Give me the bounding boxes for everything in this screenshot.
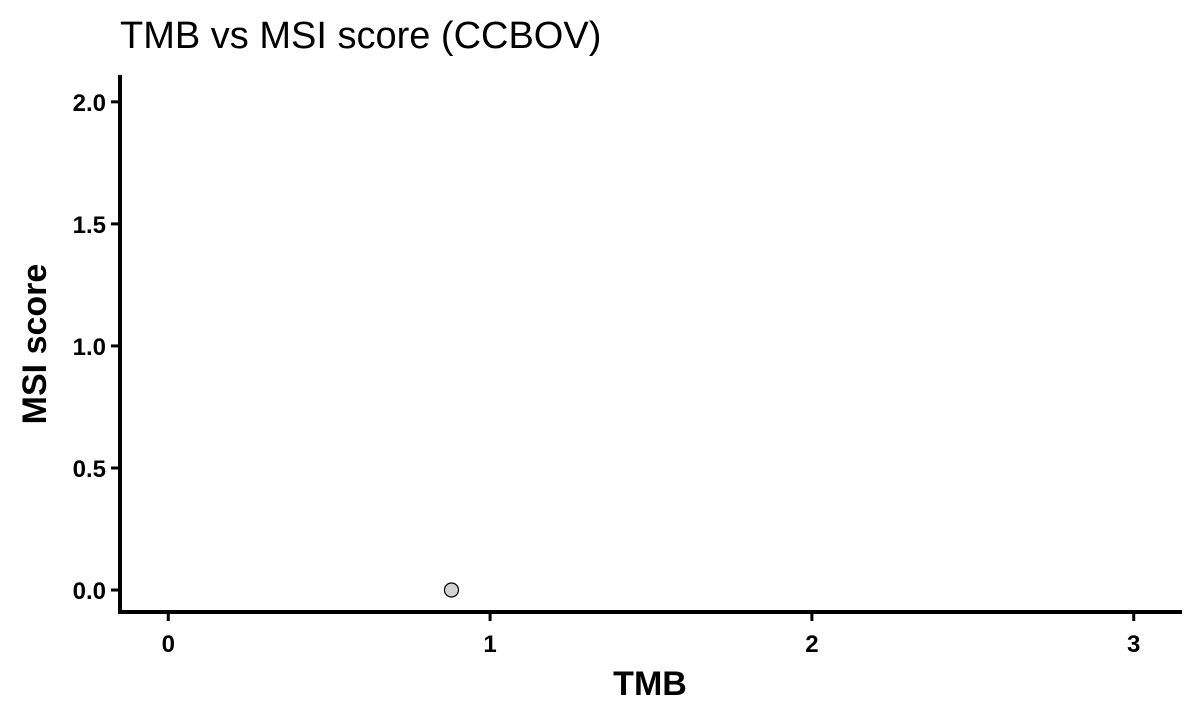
chart-title: TMB vs MSI score (CCBOV): [120, 15, 601, 57]
y-tick-label: 1.5: [73, 212, 106, 239]
y-tick-label: 2.0: [73, 90, 106, 117]
x-tick-label: 2: [805, 631, 818, 658]
y-tick-label: 0.5: [73, 456, 106, 483]
data-points: [443, 582, 460, 598]
y-tick-label: 0.0: [73, 578, 106, 605]
x-tick-label: 1: [483, 631, 496, 658]
x-tick-label: 0: [162, 631, 175, 658]
y-axis-ticks: 0.0 0.5 1.0 1.5 2.0: [73, 90, 120, 605]
x-axis-title: TMB: [613, 665, 687, 703]
x-tick-label: 3: [1127, 631, 1140, 658]
x-axis-ticks: 0 1 2 3: [162, 612, 1140, 658]
y-axis-title: MSI score: [16, 264, 54, 425]
data-point: [443, 582, 460, 598]
y-tick-label: 1.0: [73, 334, 106, 361]
